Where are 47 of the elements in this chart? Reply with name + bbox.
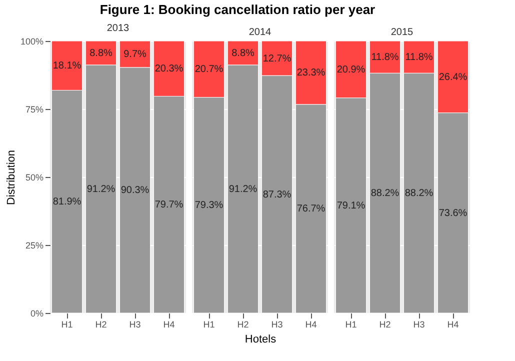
- x-tick-label: H3: [129, 320, 141, 330]
- data-label: 91.2%: [86, 184, 116, 195]
- data-label: 11.8%: [371, 52, 399, 64]
- data-label: 20.3%: [154, 64, 184, 75]
- data-label: 9.7%: [124, 49, 147, 60]
- x-tick-label: H1: [61, 320, 73, 330]
- x-tick-label: H1: [203, 320, 215, 330]
- x-tick-label: H4: [447, 320, 459, 330]
- chart-subtitle: 2015: [390, 26, 414, 38]
- data-label: 88.2%: [404, 188, 434, 200]
- x-tick-label: H1: [345, 320, 357, 330]
- data-label: 73.6%: [438, 208, 468, 219]
- data-label: 79.1%: [336, 200, 366, 212]
- y-tick-label: 50%: [25, 172, 44, 182]
- y-tick-label: 0%: [30, 308, 44, 318]
- x-tick-label: H2: [95, 320, 107, 330]
- y-tick-label: 75%: [25, 104, 44, 114]
- text: Figure 1: Booking cancellation ratio per year: [100, 2, 376, 17]
- y-axis-title: Distribution: [5, 150, 18, 206]
- y-tick-label: 25%: [25, 240, 44, 250]
- chart-subtitle: 2013: [106, 23, 130, 34]
- x-tick-label: H2: [237, 320, 249, 330]
- x-axis-title: Hotels: [244, 334, 277, 346]
- data-label: 76.7%: [296, 204, 326, 215]
- data-label: 20.7%: [194, 64, 224, 76]
- data-label: 79.7%: [154, 200, 184, 211]
- data-label: 91.2%: [228, 184, 258, 195]
- data-label: 81.9%: [52, 196, 82, 208]
- y-tick-label: 100%: [20, 36, 44, 46]
- data-label: 79.3%: [194, 200, 224, 212]
- chart-subtitle: 2014: [248, 26, 272, 38]
- data-label: 18.1%: [52, 60, 82, 72]
- data-label: 87.3%: [262, 189, 292, 200]
- x-tick-label: H4: [305, 320, 317, 330]
- data-label: 26.4%: [438, 72, 468, 83]
- data-label: 20.9%: [336, 64, 366, 76]
- x-tick-label: H4: [163, 320, 175, 330]
- data-label: 11.8%: [405, 52, 433, 64]
- data-label: 8.8%: [232, 48, 255, 59]
- data-label: 12.7%: [262, 53, 292, 64]
- data-label: 8.8%: [90, 48, 113, 59]
- data-label: 23.3%: [296, 68, 326, 79]
- x-tick-label: H2: [379, 320, 391, 330]
- data-label: 90.3%: [120, 185, 150, 196]
- data-label: 88.2%: [370, 188, 400, 200]
- x-tick-label: H3: [413, 320, 425, 330]
- x-tick-label: H3: [271, 320, 283, 330]
